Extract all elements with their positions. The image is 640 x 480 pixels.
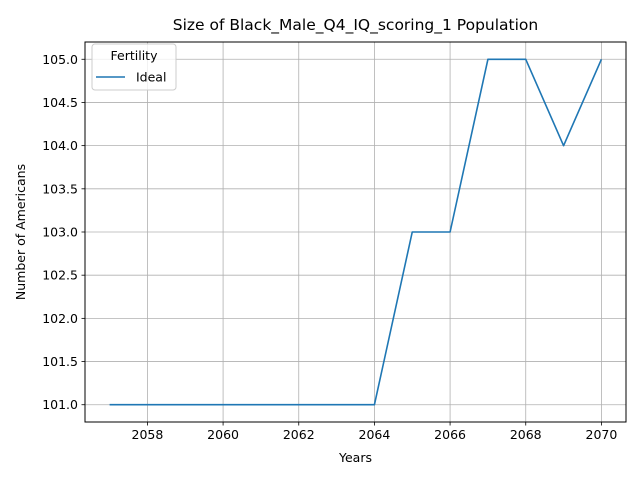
- y-tick-label: 103.0: [42, 225, 78, 240]
- y-tick-label: 101.5: [42, 354, 78, 369]
- legend-box: [91, 43, 177, 91]
- axis-ticks: 2058 2060 2062 2064 2066 2068 2070 101.0 101.5 10…: [42, 52, 617, 442]
- x-tick-label: 2068: [510, 427, 542, 442]
- legend-label-ideal: Ideal: [136, 70, 166, 85]
- series-line-ideal: [109, 58, 603, 406]
- x-tick-label: 2066: [434, 427, 466, 442]
- chart-title: Size of Black_Male_Q4_IQ_scoring_1 Popul…: [173, 16, 539, 35]
- y-tick-label: 104.5: [42, 95, 78, 110]
- y-tick-label: 102.5: [42, 268, 78, 283]
- legend-title: Fertility: [111, 48, 159, 63]
- y-tick-label: 101.0: [42, 397, 78, 412]
- y-axis-label: Number of Americans: [13, 164, 28, 300]
- x-tick-label: 2058: [132, 427, 164, 442]
- y-tick-label: 102.0: [42, 311, 78, 326]
- legend: Fertility Ideal: [91, 43, 177, 91]
- series-layer: [109, 58, 603, 406]
- x-tick-label: 2070: [586, 427, 618, 442]
- x-axis-label: Years: [338, 450, 372, 465]
- x-tick-label: 2060: [207, 427, 239, 442]
- x-tick-label: 2062: [283, 427, 315, 442]
- x-tick-label: 2064: [359, 427, 391, 442]
- y-tick-label: 103.5: [42, 181, 78, 196]
- y-tick-label: 105.0: [42, 52, 78, 67]
- y-tick-label: 104.0: [42, 138, 78, 153]
